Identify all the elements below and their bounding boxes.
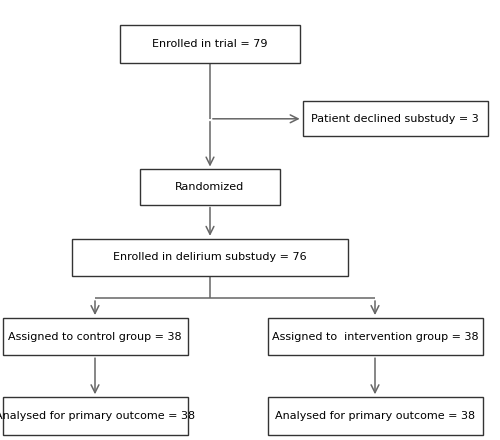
Text: Enrolled in delirium substudy = 76: Enrolled in delirium substudy = 76	[113, 253, 307, 262]
FancyBboxPatch shape	[268, 318, 482, 356]
Text: Assigned to control group = 38: Assigned to control group = 38	[8, 332, 182, 341]
Text: Analysed for primary outcome = 38: Analysed for primary outcome = 38	[0, 411, 195, 421]
Text: Analysed for primary outcome = 38: Analysed for primary outcome = 38	[275, 411, 475, 421]
FancyBboxPatch shape	[120, 25, 300, 62]
FancyBboxPatch shape	[302, 101, 488, 136]
FancyBboxPatch shape	[2, 397, 188, 435]
FancyBboxPatch shape	[2, 318, 188, 356]
Text: Patient declined substudy = 3: Patient declined substudy = 3	[311, 114, 479, 124]
FancyBboxPatch shape	[140, 169, 280, 205]
Text: Enrolled in trial = 79: Enrolled in trial = 79	[152, 39, 268, 49]
Text: Randomized: Randomized	[176, 182, 244, 192]
Text: Assigned to  intervention group = 38: Assigned to intervention group = 38	[272, 332, 478, 341]
FancyBboxPatch shape	[268, 397, 482, 435]
FancyBboxPatch shape	[72, 238, 347, 276]
